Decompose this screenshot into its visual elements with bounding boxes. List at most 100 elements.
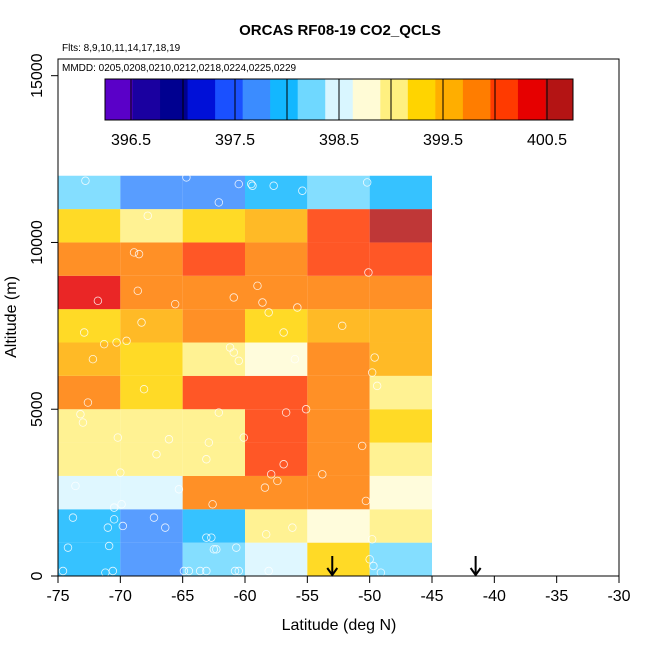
heatmap-cell [58, 242, 121, 276]
colorbar-tick-label: 396.5 [111, 132, 151, 149]
colorbar-swatch [160, 79, 189, 120]
sample-point [68, 513, 78, 522]
y-tick-label: 0 [29, 571, 46, 580]
heatmap-cell [120, 309, 183, 343]
heatmap-cell [369, 242, 432, 276]
heatmap-cell [245, 375, 308, 410]
x-axis-title: Latitude (deg N) [282, 617, 397, 634]
sample-point [239, 433, 248, 442]
sample-point [83, 398, 93, 407]
x-tick-label: -70 [109, 588, 132, 605]
colorbar-frame [104, 78, 574, 121]
heatmap-cell [245, 442, 308, 476]
colorbar-swatch [462, 79, 491, 120]
sample-point [137, 318, 146, 327]
sample-point [76, 410, 85, 419]
sample-point [369, 561, 378, 571]
sample-point [204, 438, 214, 447]
sample-point [214, 408, 224, 417]
sample-point [182, 173, 191, 182]
sample-point [88, 354, 98, 364]
sample-point [207, 533, 216, 542]
sample-point [338, 321, 347, 331]
colorbar-swatch [105, 79, 134, 120]
sample-point [81, 176, 90, 185]
heatmap-cell [58, 375, 121, 410]
sample-point [212, 545, 221, 554]
heatmap-cell [120, 242, 183, 276]
sample-point [208, 500, 217, 509]
sample-point [184, 566, 194, 576]
heatmap-cell [307, 275, 370, 310]
sample-point [298, 186, 307, 195]
heatmap-cell [182, 275, 245, 310]
sample-point [134, 249, 144, 259]
sample-point [63, 543, 73, 552]
heatmap-cell [307, 409, 370, 443]
colorbar-swatch [545, 79, 574, 120]
arrow-head [326, 567, 339, 577]
sample-point [288, 523, 297, 532]
heatmap-cell [182, 475, 245, 510]
sample-point [99, 339, 109, 349]
sample-point [149, 513, 159, 522]
heatmap-cell [58, 542, 121, 576]
sample-point [116, 468, 125, 477]
sample-point [258, 298, 267, 307]
heatmap-cell [182, 175, 245, 210]
heatmap-cell [182, 542, 245, 576]
x-tick-label: -40 [483, 588, 506, 605]
arrow-head [469, 567, 482, 577]
sample-point [202, 566, 211, 576]
heatmap-cell [182, 509, 245, 543]
colorbar-tick-label: 400.5 [527, 132, 567, 149]
colorbar-swatch [435, 79, 464, 120]
heatmap-cell [369, 542, 432, 576]
heatmap-cell [307, 542, 370, 576]
heatmap-cell [307, 242, 370, 276]
heatmap-cell [58, 275, 121, 310]
flights-label: Flts: 8,9,10,11,14,17,18,19 [62, 43, 181, 54]
x-tick-label: -30 [607, 588, 630, 605]
sample-point [367, 368, 377, 377]
sample-point [281, 408, 291, 417]
heatmap-cell [120, 542, 183, 576]
heatmap-cell [245, 409, 308, 443]
sample-point [103, 523, 113, 532]
sample-point [253, 281, 262, 291]
colorbar-swatch [215, 79, 244, 120]
sample-points [58, 173, 386, 577]
colorbar-swatch [297, 79, 326, 120]
sample-point [170, 299, 180, 309]
heatmap-cell [369, 375, 432, 410]
sample-point [261, 530, 271, 539]
sample-point [112, 338, 121, 347]
heatmap-cell [120, 175, 183, 210]
x-axis: -75 -70 -65 -60 -55 -50 -45 -40 -35 -30 [46, 576, 631, 605]
heatmap-cell [120, 375, 183, 410]
colorbar-swatch [270, 79, 299, 120]
colorbar-tick-label: 398.5 [319, 132, 359, 149]
sample-point [370, 353, 379, 362]
colorbar-tick-label: 397.5 [215, 132, 255, 149]
heatmap-cell [369, 475, 432, 510]
heatmap-cell [58, 209, 121, 243]
heatmap-cell [307, 375, 370, 410]
heatmap-cell [182, 242, 245, 276]
heatmap-cell [182, 409, 245, 443]
chart-title: ORCAS RF08-19 CO2_QCLS [239, 22, 441, 39]
sample-point [139, 385, 149, 394]
heatmap-cell [120, 342, 183, 376]
sample-point [202, 455, 211, 464]
sample-point [71, 481, 80, 491]
sample-point [214, 198, 224, 207]
sample-point [372, 381, 382, 391]
sample-point [318, 470, 327, 479]
heatmap-cell [369, 409, 432, 443]
colorbar-swatch [242, 79, 271, 120]
sample-point [365, 555, 374, 564]
heatmap-cell [245, 542, 308, 576]
sample-point [361, 496, 371, 506]
heatmap-cell [307, 209, 370, 243]
